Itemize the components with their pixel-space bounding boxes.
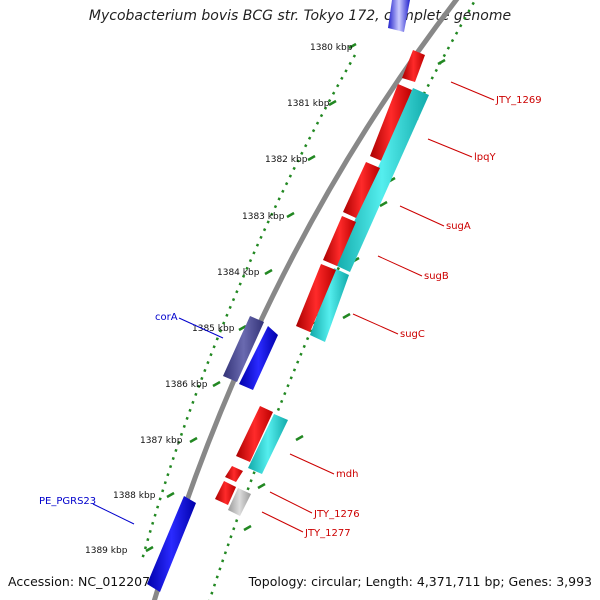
gene-label-JTY_1276[interactable]: JTY_1276: [313, 509, 360, 520]
leader-lpqY: [427, 138, 473, 158]
gene-lpqY[interactable]: [370, 84, 412, 162]
gene-cyan-3[interactable]: [248, 414, 288, 474]
scale-label: 1385 kbp: [192, 324, 235, 334]
scale-tick: [307, 154, 316, 162]
gene-label-sugC[interactable]: sugC: [400, 329, 425, 340]
scale-label: 1382 kbp: [265, 155, 308, 165]
scale-ticks: 1380 kbp 1381 kbp 1382 kbp 1383 kbp 1384…: [85, 42, 357, 556]
gene-sugA[interactable]: [343, 162, 380, 218]
scale-tick: [166, 491, 175, 499]
topology-text: Topology: circular; Length: 4,371,711 bp…: [248, 574, 592, 589]
leader-JTY_1276: [269, 491, 313, 514]
scale-label: 1388 kbp: [113, 491, 156, 501]
gene-blue-1[interactable]: [239, 326, 278, 390]
outer-tick: [295, 434, 304, 442]
gene-label-corA[interactable]: corA: [155, 312, 178, 323]
scale-tick: [264, 268, 273, 276]
gene-partial-top[interactable]: [388, 0, 410, 32]
outer-tick-ring: [208, 0, 477, 600]
leader-mdh: [289, 453, 335, 475]
gene-features: [147, 0, 429, 592]
scale-label: 1384 kbp: [217, 268, 260, 278]
gene-cyan-2[interactable]: [310, 268, 349, 342]
scale-tick-ring: [140, 54, 357, 561]
scale-label: 1386 kbp: [165, 380, 208, 390]
gene-sugB[interactable]: [323, 216, 356, 266]
gene-label-lpqY[interactable]: lpqY: [474, 152, 496, 163]
gene-label-sugB[interactable]: sugB: [424, 271, 449, 282]
leader-PE_PGRS23: [92, 503, 135, 525]
leader-JTY_1277: [261, 511, 304, 533]
gene-JTY_1269[interactable]: [402, 50, 425, 82]
gene-label-mdh[interactable]: mdh: [336, 469, 358, 480]
outer-tick: [437, 58, 446, 66]
scale-tick: [145, 545, 154, 553]
gene-mdh[interactable]: [236, 406, 273, 462]
leader-corA: [178, 317, 224, 339]
gene-label-JTY_1277[interactable]: JTY_1277: [304, 528, 351, 539]
scale-tick: [328, 99, 337, 107]
gene-cyan-1[interactable]: [335, 88, 429, 272]
leader-sugC: [352, 313, 399, 335]
label-leaders: [92, 81, 495, 533]
outer-tick: [243, 524, 252, 532]
scale-tick: [238, 324, 247, 332]
scale-tick: [189, 436, 198, 444]
gene-label-PE_PGRS23[interactable]: PE_PGRS23: [39, 496, 96, 507]
scale-label: 1381 kbp: [287, 99, 330, 109]
accession-text: Accession: NC_012207: [8, 574, 151, 589]
gene-small-red-1[interactable]: [225, 466, 243, 482]
gene-sugC[interactable]: [296, 264, 336, 332]
outer-tick: [379, 200, 388, 208]
scale-label: 1383 kbp: [242, 212, 285, 222]
gene-label-JTY_1269[interactable]: JTY_1269: [495, 95, 542, 106]
gene-JTY_1277[interactable]: [228, 488, 251, 516]
scale-tick: [348, 42, 357, 50]
gene-PE_PGRS23[interactable]: [147, 496, 196, 592]
gene-JTY_1276[interactable]: [215, 481, 236, 505]
scale-tick: [286, 211, 295, 219]
gene-label-group: JTY_1269 lpqY sugA sugB sugC mdh JTY_127…: [39, 95, 542, 539]
scale-label: 1380 kbp: [310, 43, 353, 53]
outer-tick: [257, 482, 266, 490]
scale-label: 1389 kbp: [85, 546, 128, 556]
outer-tick: [342, 312, 351, 320]
leader-JTY_1269: [450, 81, 495, 101]
leader-sugB: [377, 255, 423, 277]
scale-label: 1387 kbp: [140, 436, 183, 446]
gene-label-sugA[interactable]: sugA: [446, 221, 471, 232]
leader-sugA: [399, 205, 445, 227]
gene-corA[interactable]: [223, 316, 264, 382]
scale-tick: [212, 380, 221, 388]
